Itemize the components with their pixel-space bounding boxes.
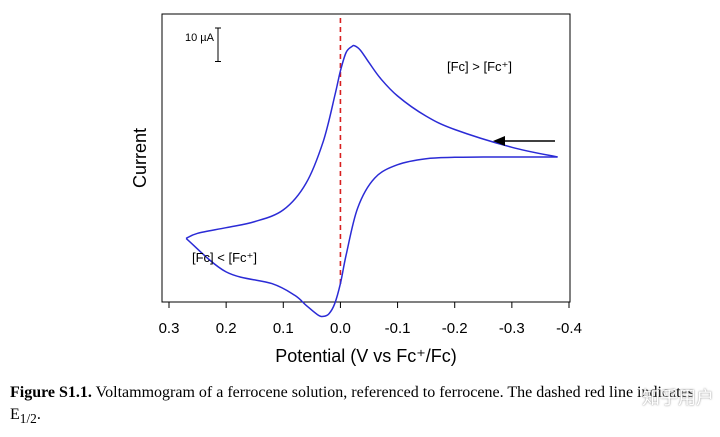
current-scale-bar: 10 µA [185, 27, 221, 62]
figure-caption: Figure S1.1. Voltammogram of a ferrocene… [10, 382, 715, 430]
x-tick-label: 0.3 [159, 320, 180, 337]
x-axis-tick-labels: 0.3 0.2 0.1 0.0 -0.1 -0.2 -0.3 -0.4 [159, 320, 582, 337]
x-tick-label: 0.2 [216, 320, 237, 337]
x-tick-label: -0.4 [556, 320, 582, 337]
forward-scan-curve [185, 44, 558, 240]
caption-label: Figure S1.1. [10, 384, 92, 401]
annotation-oxidation: [Fc] > [Fc⁺] [447, 59, 512, 74]
annotation-reduction: [Fc] < [Fc⁺] [192, 250, 257, 265]
scale-bar-label: 10 µA [185, 32, 215, 44]
plot-frame [161, 13, 571, 303]
caption-text: Voltammogram of a ferrocene solution, re… [10, 384, 694, 423]
x-axis-ticks [168, 302, 570, 308]
scan-direction-arrow [493, 136, 555, 146]
caption-end: . [36, 406, 41, 423]
caption-subscript: 1/2 [19, 411, 37, 427]
watermark: 知乎用户 [642, 388, 714, 409]
x-tick-label: -0.1 [385, 320, 411, 337]
x-axis-title: Potential (V vs Fc⁺/Fc) [275, 346, 457, 366]
x-tick-label: -0.2 [442, 320, 468, 337]
x-tick-label: 0.1 [273, 320, 294, 337]
x-tick-label: 0.0 [330, 320, 351, 337]
x-tick-label: -0.3 [499, 320, 525, 337]
y-axis-title: Current [130, 128, 150, 188]
voltammogram-chart: 0.3 0.2 0.1 0.0 -0.1 -0.2 -0.3 -0.4 10 µA [Fc] … [130, 13, 582, 366]
reverse-scan-curve [185, 156, 558, 318]
